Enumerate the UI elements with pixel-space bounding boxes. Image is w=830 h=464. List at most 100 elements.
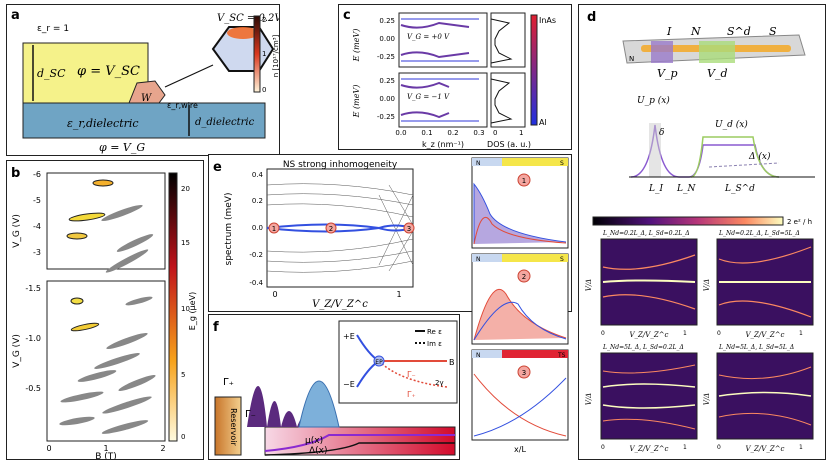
a-cbar-label: n [10¹⁷/cm³] <box>272 34 280 77</box>
ytick: -0.25 <box>377 53 395 61</box>
wire-hexagon <box>128 80 166 104</box>
gap-blob <box>92 179 114 187</box>
ytick: 0.4 <box>252 171 264 179</box>
potential-ud <box>690 136 780 178</box>
inas-label: InAs <box>539 16 556 25</box>
phi-g-text: φ = V_G <box>99 141 145 154</box>
label-sd: S^d <box>727 25 751 38</box>
reservoir <box>214 396 242 456</box>
xtick: 0.2 <box>447 129 458 137</box>
ytick: -5 <box>33 196 41 205</box>
b-xlabel: B (T) <box>95 452 117 460</box>
marker <box>403 222 415 234</box>
label-i: I <box>666 25 672 38</box>
gplus-label: Γ₊ <box>223 377 234 388</box>
inset-left: N <box>476 256 481 263</box>
wavefunction <box>473 216 567 245</box>
d-xlabel: V_Z/V_Z^c <box>746 445 785 453</box>
b-ylabel: V_G (V) <box>12 334 22 368</box>
gray-region <box>105 249 149 273</box>
plot-top <box>46 172 166 270</box>
w-text: W <box>141 93 152 104</box>
xtick: 0.0 <box>395 129 406 137</box>
d-cbar-label: 2 e² / h <box>787 218 812 226</box>
me-label: −E <box>343 380 355 389</box>
delta-region <box>649 123 661 177</box>
legend-im: Im ε <box>427 340 442 348</box>
xtick: 0 <box>46 444 51 453</box>
gminus-label: Γ₋ <box>245 409 256 420</box>
panel-d-figure: d I N S^d S N V_p V_d U_p (x) U_d (x) δ … <box>585 10 815 453</box>
inset-num: 1 <box>522 177 526 185</box>
conductance-map-2: L_Nd=0.2L_Δ, L_Sd=5L_Δ <box>716 230 814 326</box>
c-ylabel: E (meV) <box>352 29 361 63</box>
ytick: -0.25 <box>377 113 395 121</box>
b-cbar-label: E_g (μeV) <box>188 292 197 330</box>
ep-circle <box>373 355 385 367</box>
dos-curve <box>490 18 513 64</box>
a-colorbar <box>253 15 261 93</box>
dos-label: DOS (a. u.) <box>487 140 531 149</box>
xtick: 0 <box>601 330 605 337</box>
xtick: 1 <box>103 444 108 453</box>
wavefunction <box>473 373 567 437</box>
c-plot-bottom <box>398 72 488 128</box>
dsc-text: d_SC <box>37 67 66 80</box>
label-vd: V_d <box>707 67 728 80</box>
twog-label: 2γ <box>435 379 444 387</box>
b-ylabel: V_G (V) <box>12 214 22 248</box>
ytick: 0.00 <box>379 35 395 43</box>
panel-c: c V_G = +0 V V_G = −1 V 0.25 0.00 -0.25 … <box>338 4 572 150</box>
panel-b-label: b <box>11 166 20 181</box>
xtick: 0 <box>272 290 277 299</box>
d-ylabel: V/Δ <box>585 393 593 405</box>
c-colorbar <box>530 14 538 126</box>
ddiel-text: d_dielectric <box>195 117 255 128</box>
gm2-label: Γ₋ <box>407 370 416 379</box>
phi-sc-text: φ = V_SC <box>77 64 140 79</box>
eps-r-text: ε_r = 1 <box>37 24 69 34</box>
ytick: 0.25 <box>379 17 395 25</box>
panel-e-figure: e 1 2 3 NS strong inhomogeneity 0.4 0.2 … <box>213 160 415 310</box>
up-label: U_p (x) <box>637 95 670 106</box>
plot-bottom <box>46 280 166 442</box>
gap-blob <box>70 322 100 332</box>
a-cbar-wrap: 2 1 0 n [10¹⁷/cm³] <box>253 15 280 94</box>
panel-e-label: e <box>213 160 222 175</box>
d-xlabel: V_Z/V_Z^c <box>630 445 669 453</box>
d-colorbar <box>592 216 784 226</box>
label-np: N <box>629 55 634 63</box>
b-colorbar <box>168 172 178 442</box>
marker <box>325 222 337 234</box>
gp2-label: Γ₊ <box>407 390 416 399</box>
d-ylabel: V/Δ <box>703 393 711 405</box>
inset-2: N S 2 <box>471 253 569 345</box>
ytick: -0.2 <box>249 251 263 259</box>
ep-label: EP <box>375 359 383 366</box>
label-n: N <box>690 25 701 38</box>
e-xlabel: V_Z/V_Z^c <box>312 299 368 310</box>
ytick: -1.5 <box>25 284 41 293</box>
delta-small: δ <box>659 128 664 138</box>
vg2-text: V_G = −1 V <box>407 93 450 101</box>
b-label: B <box>449 358 455 367</box>
inset-right: S <box>560 160 564 167</box>
inset-left: N <box>476 352 481 359</box>
marker-label: 1 <box>272 225 276 233</box>
panel-e-insets: N S 1 N S 2 N TS 3 x/ <box>462 154 572 460</box>
cbar-tick: 20 <box>181 185 190 193</box>
wavefunction <box>473 288 567 341</box>
xtick: 1 <box>683 330 687 337</box>
panel-a-label: a <box>11 8 20 23</box>
ytick: -1.0 <box>25 334 41 343</box>
panel-b: b -6 -5 -4 -3 -1.5 -1.0 -0.5 0 1 2 <box>6 160 204 460</box>
c-plot-top <box>398 12 488 68</box>
e-spectrum-plot <box>266 168 414 288</box>
majorana-mode <box>266 224 414 233</box>
marker-label: 3 <box>407 225 411 233</box>
cbar-tick: 15 <box>181 239 190 247</box>
wavefunction <box>473 377 567 437</box>
dos-tick: 1 <box>519 129 523 137</box>
xtick: 0.1 <box>421 129 432 137</box>
panel-d-label: d <box>587 10 596 25</box>
